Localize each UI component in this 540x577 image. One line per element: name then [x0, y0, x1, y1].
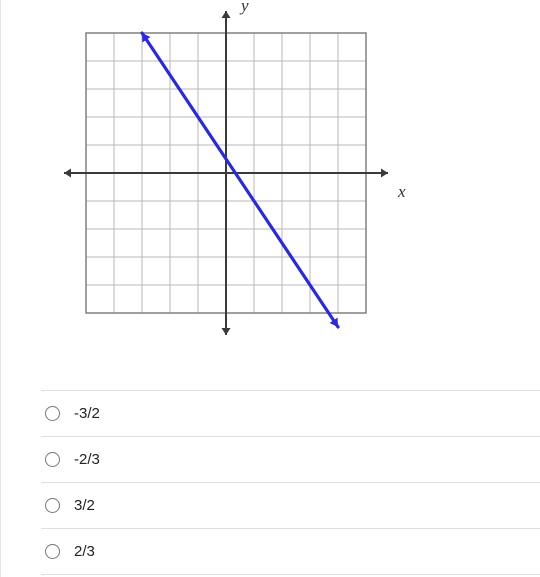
answer-option-label: 2/3: [74, 543, 95, 560]
radio-icon[interactable]: [45, 498, 60, 513]
question-container: y x -3/2 -2/3 3/2 2/3: [0, 0, 540, 577]
graph-svg: [36, 0, 416, 345]
x-axis-label: x: [398, 182, 406, 202]
radio-icon[interactable]: [45, 544, 60, 559]
y-axis-label: y: [241, 0, 249, 16]
answer-option-label: -2/3: [74, 451, 100, 468]
answer-option-label: 3/2: [74, 497, 95, 514]
answer-options: -3/2 -2/3 3/2 2/3: [41, 390, 540, 575]
radio-icon[interactable]: [45, 406, 60, 421]
graph-area: y x: [36, 0, 416, 345]
radio-icon[interactable]: [45, 452, 60, 467]
answer-option[interactable]: -2/3: [41, 436, 540, 482]
answer-option-label: -3/2: [74, 405, 100, 422]
answer-option[interactable]: -3/2: [41, 390, 540, 436]
answer-option[interactable]: 3/2: [41, 482, 540, 528]
answer-option[interactable]: 2/3: [41, 528, 540, 575]
